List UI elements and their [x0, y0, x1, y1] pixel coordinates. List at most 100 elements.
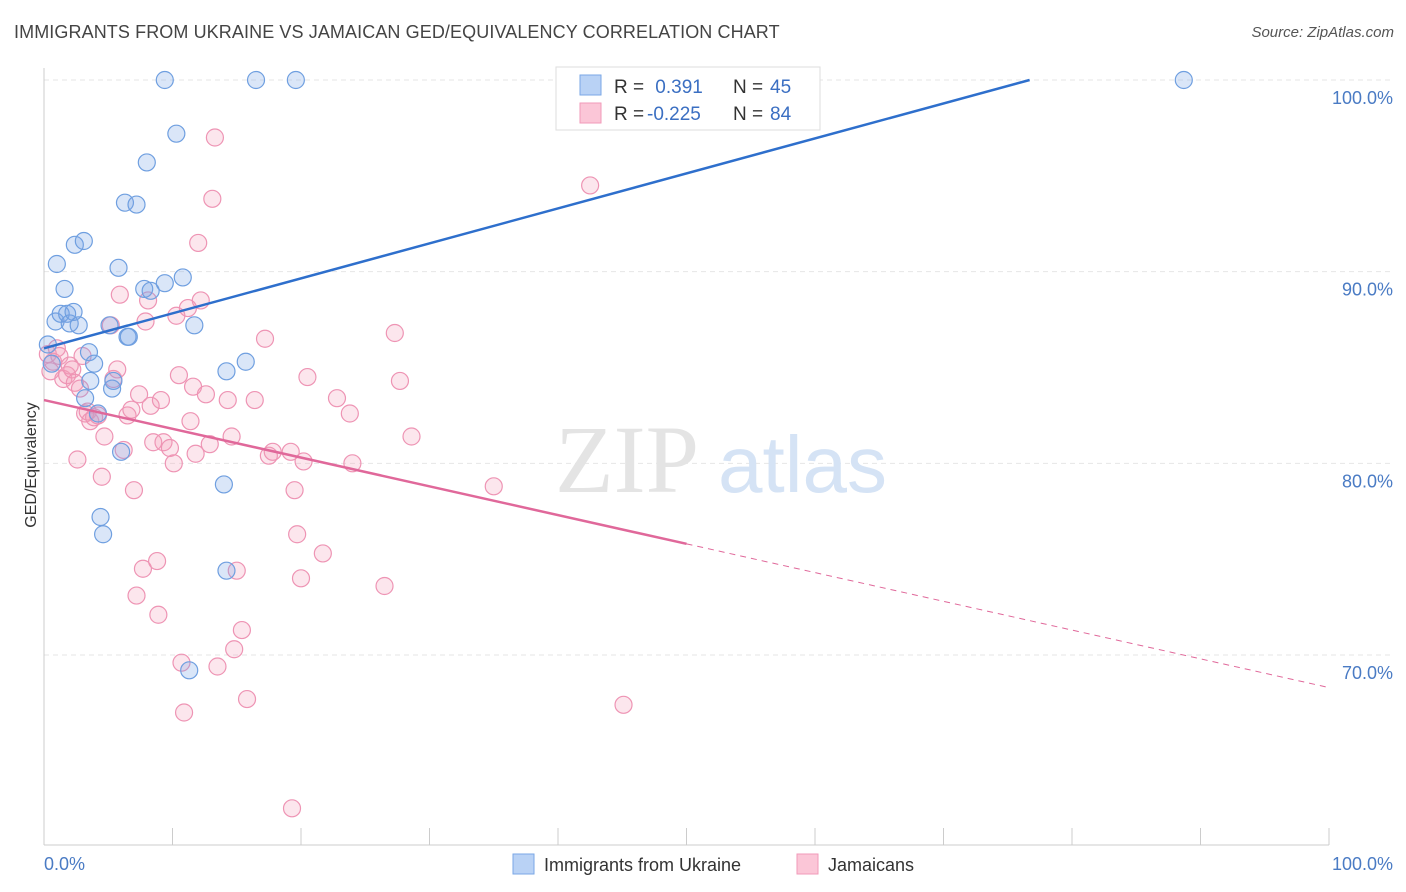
x-tick-label-min: 0.0% — [44, 854, 85, 874]
bottom-legend-label-jamaicans: Jamaicans — [828, 855, 914, 875]
ukraine-point-21 — [104, 371, 123, 391]
ukraine-point-39 — [217, 561, 236, 580]
jamaicans-point-9 — [65, 373, 84, 392]
source-credit: Source: ZipAtlas.com — [1251, 24, 1394, 41]
series-ukraine-points-front — [38, 70, 1193, 680]
legend-n-label-0: N = — [733, 77, 763, 98]
ukraine-point-36 — [185, 316, 204, 335]
jamaicans-point-19 — [95, 427, 114, 446]
watermark-atlas: atlas — [718, 420, 887, 509]
jamaicans-point-61 — [237, 689, 257, 709]
ukraine-trend-line — [43, 78, 1030, 350]
jamaicans-point-63 — [255, 329, 275, 348]
ukraine-point-23 — [111, 442, 131, 461]
jamaicans-point-11 — [70, 379, 90, 398]
jamaicans-point-26 — [122, 400, 141, 419]
jamaicans-point-23 — [110, 285, 129, 304]
chart-title: IMMIGRANTS FROM UKRAINE VS JAMAICAN GED/… — [14, 22, 780, 42]
jamaicans-point-10 — [68, 450, 87, 469]
ukraine-point-31 — [155, 274, 174, 293]
jamaicans-point-82 — [581, 176, 600, 195]
jamaicans-point-77 — [375, 576, 394, 596]
legend: R = 0.391 N = 45 R = -0.225 N = 84 — [555, 66, 821, 131]
jamaicans-point-46 — [181, 412, 200, 431]
ukraine-point-27 — [127, 195, 146, 214]
ukraine-point-5 — [55, 279, 74, 299]
axes — [43, 68, 1330, 846]
y-tick-label-2: 80.0% — [1342, 471, 1393, 491]
legend-r-label-0: R = — [614, 77, 644, 98]
jamaicans-point-78 — [385, 323, 404, 343]
jamaicans-point-44 — [174, 703, 194, 722]
bottom-legend-label-ukraine: Immigrants from Ukraine — [544, 855, 741, 875]
legend-r-label-1: R = — [614, 104, 644, 125]
jamaicans-point-40 — [164, 454, 183, 473]
jamaicans-point-51 — [196, 385, 216, 404]
jamaicans-point-42 — [169, 366, 189, 385]
ukraine-point-38 — [217, 362, 236, 381]
series-ukraine-points — [38, 128, 633, 818]
ukraine-point-33 — [167, 124, 186, 143]
ukraine-point-12 — [76, 389, 95, 408]
jamaicans-point-34 — [144, 433, 163, 452]
jamaicans-point-67 — [282, 799, 302, 818]
bottom-legend-swatch-ukraine — [512, 853, 535, 875]
ukraine-point-9 — [65, 235, 84, 254]
ukraine-point-28 — [135, 279, 154, 299]
jamaicans-point-27 — [124, 481, 144, 500]
jamaicans-point-52 — [200, 435, 219, 454]
ukraine-point-26 — [119, 327, 138, 346]
ukraine-point-11 — [74, 231, 93, 251]
jamaicans-point-80 — [402, 427, 421, 446]
ukraine-point-35 — [180, 661, 199, 680]
ukraine-point-8 — [64, 302, 83, 322]
jamaicans-point-81 — [484, 477, 503, 496]
jamaicans-point-43 — [172, 653, 191, 672]
legend-n-label-1: N = — [733, 104, 763, 125]
y-tick-label-0: 100.0% — [1332, 88, 1393, 108]
jamaicans-point-53 — [203, 189, 222, 208]
jamaicans-point-33 — [141, 396, 160, 415]
legend-swatch-ukraine — [579, 74, 602, 96]
ukraine-point-44 — [1174, 70, 1193, 90]
jamaicans-point-8 — [63, 360, 82, 379]
trend-lines — [43, 78, 1330, 689]
ukraine-point-41 — [246, 70, 266, 90]
ukraine-point-13 — [79, 343, 99, 362]
jamaicans-point-30 — [133, 559, 153, 578]
ukraine-point-37 — [214, 475, 233, 494]
ukraine-point-10 — [69, 316, 88, 335]
ukraine-point-30 — [141, 281, 160, 300]
jamaicans-point-54 — [205, 128, 225, 147]
jamaicans-point-37 — [151, 390, 171, 410]
legend-r-value-0: 0.391 — [650, 77, 703, 98]
jamaicans-trend-line — [43, 398, 687, 546]
y-tick-labels: 100.0% 90.0% 80.0% 70.0% — [1332, 88, 1393, 683]
ukraine-point-1 — [42, 354, 61, 373]
jamaicans-point-62 — [245, 390, 264, 410]
jamaicans-point-60 — [232, 620, 251, 640]
jamaicans-point-58 — [225, 640, 244, 659]
ukraine-point-40 — [236, 352, 255, 371]
ukraine-point-24 — [115, 193, 135, 212]
jamaicans-point-29 — [129, 385, 149, 404]
ukraine-point-32 — [155, 70, 174, 90]
jamaicans-point-73 — [313, 544, 332, 563]
jamaicans-point-22 — [108, 360, 127, 379]
ukraine-point-14 — [81, 371, 100, 391]
x-tick-label-max: 100.0% — [1332, 854, 1393, 874]
ukraine-point-29 — [137, 153, 156, 172]
jamaicans-point-72 — [298, 367, 317, 387]
ukraine-point-42 — [286, 70, 305, 90]
watermark-zip: ZIP — [555, 406, 699, 513]
legend-n-value-0: 45 — [770, 77, 791, 98]
jamaicans-point-36 — [149, 605, 168, 624]
jamaicans-point-39 — [160, 438, 180, 458]
jamaicans-point-24 — [114, 440, 133, 460]
jamaicans-point-56 — [218, 390, 237, 410]
jamaicans-point-68 — [285, 481, 304, 500]
jamaicans-point-69 — [288, 525, 307, 544]
legend-n-value-1: 84 — [770, 104, 792, 125]
watermark: ZIP atlas — [555, 406, 887, 513]
jamaicans-point-49 — [189, 233, 208, 253]
